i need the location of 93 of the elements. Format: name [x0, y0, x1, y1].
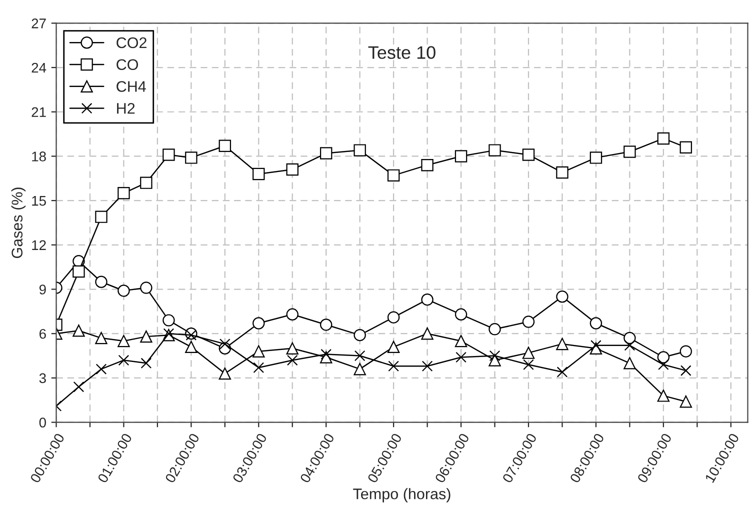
- point: [456, 352, 466, 363]
- point: [252, 317, 265, 330]
- y-tick-label: 9: [39, 284, 46, 294]
- y-tick-label: 24: [32, 62, 46, 73]
- point: [454, 150, 468, 162]
- point: [162, 314, 175, 326]
- point: [140, 358, 152, 369]
- point: [219, 338, 230, 350]
- legend-label: CO2: [116, 37, 146, 48]
- y-tick-label: 15: [32, 196, 46, 206]
- point: [387, 169, 400, 182]
- point: [387, 311, 400, 324]
- point: [657, 390, 670, 402]
- point: [680, 395, 692, 408]
- point: [590, 152, 602, 164]
- point: [320, 147, 332, 160]
- point: [185, 340, 198, 354]
- y-tick-label: 3: [39, 373, 46, 384]
- point: [118, 284, 130, 297]
- point: [354, 328, 366, 342]
- point: [489, 350, 500, 362]
- point: [185, 152, 198, 164]
- point: [162, 148, 175, 161]
- point: [624, 340, 636, 351]
- point: [118, 354, 130, 366]
- point: [388, 360, 399, 372]
- point: [286, 354, 298, 366]
- legend-label: CO: [116, 59, 138, 70]
- point: [354, 350, 366, 362]
- point: [624, 146, 636, 158]
- point: [118, 187, 130, 200]
- point: [422, 360, 433, 372]
- point: [387, 340, 400, 354]
- point: [590, 317, 602, 330]
- point: [252, 168, 265, 180]
- point: [252, 345, 265, 358]
- point: [680, 345, 692, 358]
- y-tick-label: 0: [39, 418, 46, 428]
- point: [556, 366, 568, 378]
- point: [96, 364, 107, 374]
- point: [95, 276, 108, 288]
- legend-label: CH4: [116, 81, 146, 92]
- point: [421, 327, 434, 340]
- point: [73, 381, 84, 392]
- point: [140, 282, 152, 294]
- legend-label: H2: [117, 102, 135, 114]
- point: [320, 318, 332, 331]
- y-tick-label: 12: [32, 240, 46, 250]
- y-axis-title: Gases (%): [11, 188, 26, 258]
- point: [680, 141, 692, 154]
- point: [556, 166, 568, 179]
- point: [454, 308, 468, 320]
- point: [118, 334, 130, 348]
- y-tick-label: 6: [40, 328, 46, 339]
- point: [95, 210, 108, 223]
- point: [680, 365, 692, 376]
- point: [95, 332, 108, 344]
- point: [218, 140, 232, 152]
- text: Teste 10: [368, 46, 436, 59]
- point: [624, 332, 636, 344]
- point: [421, 158, 434, 172]
- point: [522, 346, 535, 359]
- point: [140, 330, 152, 343]
- point: [658, 359, 669, 370]
- point: [72, 265, 85, 278]
- point: [488, 144, 501, 156]
- point: [253, 362, 264, 374]
- point: [354, 144, 366, 156]
- point: [286, 308, 298, 320]
- point: [522, 316, 535, 328]
- point: [556, 338, 568, 350]
- y-tick-label: 27: [32, 18, 46, 28]
- point: [72, 324, 85, 337]
- point: [286, 163, 298, 176]
- point: [522, 148, 535, 161]
- point: [286, 342, 298, 354]
- point: [320, 348, 332, 360]
- point: [140, 176, 152, 189]
- point: [556, 290, 568, 303]
- point: [454, 334, 468, 348]
- point: [657, 351, 670, 364]
- point: [590, 340, 602, 351]
- point: [354, 362, 366, 376]
- y-tick-label: 18: [32, 152, 46, 162]
- point: [523, 359, 534, 370]
- point: [488, 323, 501, 336]
- point: [218, 367, 232, 380]
- point: [421, 293, 434, 306]
- point: [624, 357, 636, 370]
- point: [488, 354, 501, 366]
- x-axis-title: Tempo (horas): [353, 488, 450, 502]
- y-tick-label: 21: [32, 107, 46, 117]
- point: [657, 132, 670, 145]
